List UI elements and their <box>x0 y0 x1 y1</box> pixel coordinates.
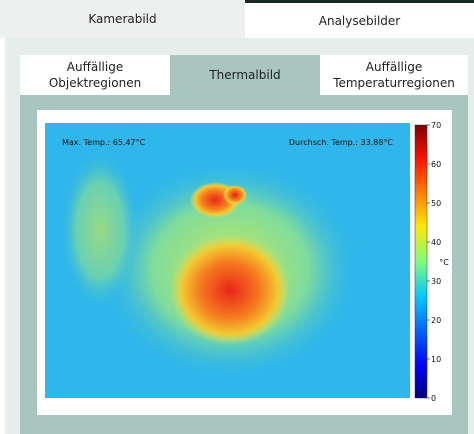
hot-area <box>170 235 290 345</box>
tick-label: 50 <box>431 199 441 208</box>
tick-label: 20 <box>431 316 441 325</box>
colorbar-label: °C <box>439 258 449 267</box>
warm-area <box>60 150 140 310</box>
subtab[interactable]: Auffällige Objektregionen <box>20 55 170 95</box>
subtab[interactable]: Auffällige Temperaturregionen <box>320 55 468 95</box>
colorbar <box>414 124 428 399</box>
hot-area <box>223 185 247 205</box>
tick-label: 30 <box>431 277 441 286</box>
tick-label: 10 <box>431 355 441 364</box>
mean-temp: Durchsch. Temp.: 33.88°C <box>289 138 394 147</box>
tab[interactable]: Kamerabild <box>0 0 245 38</box>
max-temp: Max. Temp.: 65.47°C <box>62 138 146 147</box>
tick-label: 60 <box>431 160 441 169</box>
tick-label: 40 <box>431 238 441 247</box>
subtab[interactable]: Thermalbild <box>170 55 320 95</box>
tab[interactable]: Analysebilder <box>245 0 474 38</box>
tick-label: 0 <box>431 394 436 403</box>
tick-label: 70 <box>431 121 441 130</box>
